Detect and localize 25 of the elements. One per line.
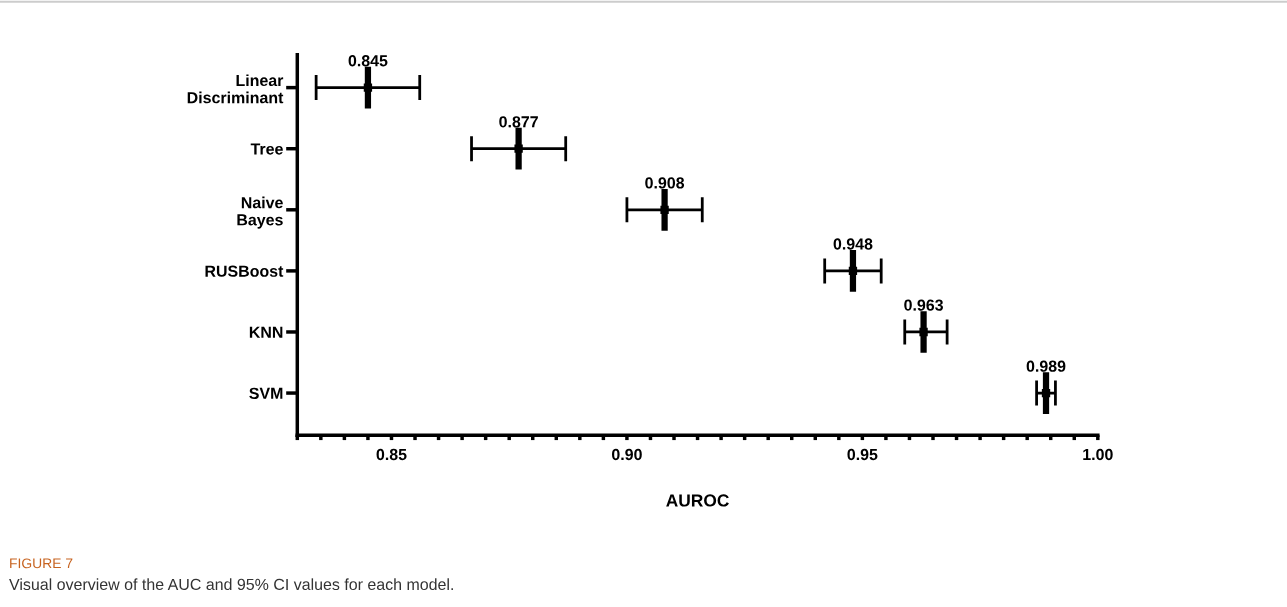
point <box>848 266 858 276</box>
data-label: 0.948 <box>833 238 873 250</box>
x-axis-title: AUROC <box>666 494 729 507</box>
y-tick-label: Linear Discriminant <box>187 74 284 104</box>
data-label: 0.877 <box>499 116 538 128</box>
data-label: 0.908 <box>645 177 685 189</box>
y-tick-label: SVM <box>249 387 283 400</box>
point <box>363 83 373 92</box>
point <box>919 327 928 337</box>
x-tick-label: 0.95 <box>847 448 878 461</box>
y-tick-label: RUSBoost <box>205 265 284 277</box>
x-tick-label: 1.00 <box>1083 448 1113 461</box>
point <box>660 205 669 214</box>
x-tick-label: 0.90 <box>612 448 642 461</box>
y-tick-label: KNN <box>249 326 283 338</box>
x-tick-label: 0.85 <box>376 448 407 461</box>
data-label: 0.845 <box>348 55 388 67</box>
data-label: 0.989 <box>1026 360 1066 372</box>
y-tick-label: Tree <box>250 143 283 155</box>
text: Visual overview of the AUC and 95% CI values for each model. <box>9 578 453 591</box>
point <box>1041 388 1051 398</box>
y-tick-label: Naive Bayes <box>237 196 283 229</box>
data-label: 0.963 <box>904 299 943 311</box>
caption: FIGURE 7 <box>10 558 73 569</box>
point <box>514 144 523 153</box>
